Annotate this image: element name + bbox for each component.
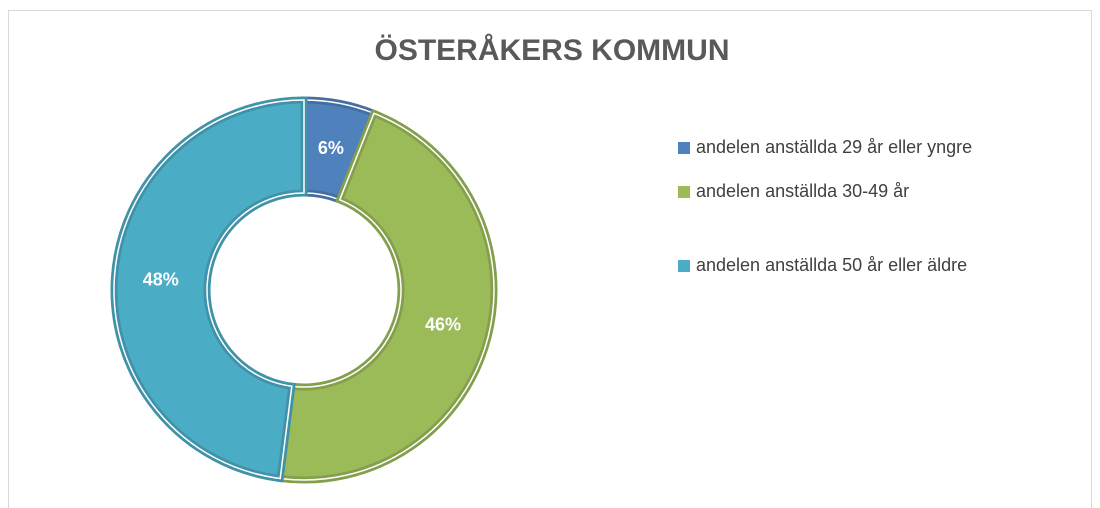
legend-label: andelen anställda 50 år eller äldre <box>696 255 967 275</box>
legend-swatch <box>678 260 690 272</box>
legend-label: andelen anställda 30-49 år <box>696 181 909 201</box>
legend-label: andelen anställda 29 år eller yngre <box>696 137 972 157</box>
data-label: 48% <box>143 270 179 290</box>
legend-swatch <box>678 186 690 198</box>
segment-edge <box>113 99 305 480</box>
data-label: 46% <box>425 314 461 334</box>
chart-title: ÖSTERÅKERS KOMMUN <box>374 34 729 67</box>
legend-swatch <box>678 142 690 154</box>
data-label: 6% <box>318 138 344 158</box>
segment-edge <box>279 112 495 481</box>
